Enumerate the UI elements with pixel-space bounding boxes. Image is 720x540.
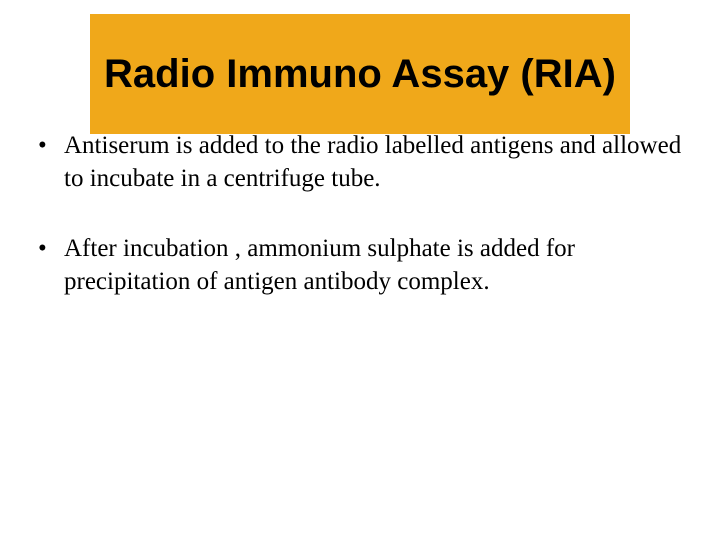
content-area: • Antiserum is added to the radio labell… <box>38 130 690 336</box>
bullet-text: After incubation , ammonium sulphate is … <box>64 233 690 298</box>
title-box: Radio Immuno Assay (RIA) <box>90 14 630 134</box>
bullet-marker: • <box>38 233 64 266</box>
bullet-item: • After incubation , ammonium sulphate i… <box>38 233 690 298</box>
bullet-item: • Antiserum is added to the radio labell… <box>38 130 690 195</box>
bullet-text: Antiserum is added to the radio labelled… <box>64 130 690 195</box>
bullet-marker: • <box>38 130 64 163</box>
slide-title: Radio Immuno Assay (RIA) <box>104 52 616 96</box>
